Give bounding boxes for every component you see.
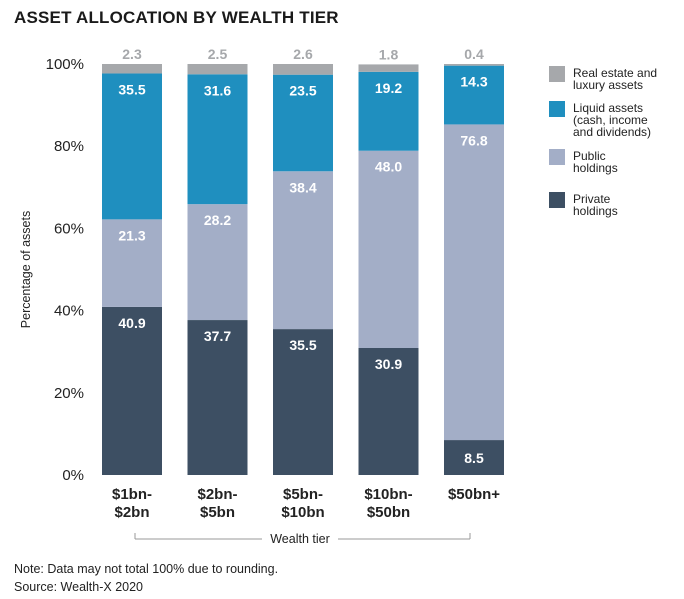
- y-tick-label: 80%: [54, 138, 84, 155]
- legend-label: (cash, income: [573, 113, 648, 127]
- bar-segment-2-1: [187, 74, 248, 205]
- bar-segment-1-2: [273, 171, 333, 330]
- x-category-label: $5bn: [200, 504, 235, 521]
- bar-segment-1-1: [187, 204, 248, 321]
- data-label: 2.5: [208, 46, 228, 62]
- data-label: 28.2: [204, 212, 231, 228]
- legend-label: Real estate and: [573, 66, 657, 80]
- legend-swatch: [549, 149, 565, 165]
- chart-title: ASSET ALLOCATION BY WEALTH TIER: [14, 8, 339, 27]
- data-label: 37.7: [204, 328, 231, 344]
- bar-segment-2-0: [102, 73, 162, 220]
- y-tick-label: 60%: [54, 220, 84, 237]
- legend-label: and dividends): [573, 125, 651, 139]
- data-label: 2.6: [293, 46, 313, 62]
- bar-segment-1-0: [102, 219, 162, 307]
- bar-segment-2-2: [273, 74, 333, 172]
- data-label: 19.2: [375, 80, 402, 96]
- legend-label: holdings: [573, 204, 618, 218]
- y-tick-label: 0%: [62, 467, 84, 484]
- bar-segment-1-3: [358, 150, 419, 349]
- x-category-label: $2bn: [114, 504, 149, 521]
- data-label: 35.5: [118, 81, 145, 97]
- x-axis-label: Wealth tier: [270, 532, 330, 546]
- data-label: 1.8: [379, 46, 399, 62]
- x-category-label: $2bn-: [197, 486, 237, 503]
- legend-swatch: [549, 66, 565, 82]
- data-label: 38.4: [289, 179, 316, 195]
- data-label: 0.4: [464, 46, 484, 62]
- data-label: 35.5: [289, 337, 316, 353]
- bar-segment-1-4: [444, 124, 504, 441]
- legend-swatch: [549, 101, 565, 117]
- bar-segment-3-0: [102, 64, 162, 74]
- y-tick-label: 100%: [46, 56, 84, 73]
- bar-segment-3-2: [273, 64, 333, 75]
- data-label: 30.9: [375, 356, 402, 372]
- bar-segment-3-1: [187, 64, 248, 75]
- legend-label: Private: [573, 192, 611, 206]
- data-label: 23.5: [289, 83, 316, 99]
- bar-segment-2-4: [444, 65, 504, 125]
- x-category-label: $10bn: [281, 504, 324, 521]
- legend-swatch: [549, 192, 565, 208]
- data-label: 76.8: [460, 132, 487, 148]
- bar-segment-0-0: [102, 306, 162, 475]
- bar-segment-3-3: [358, 64, 419, 72]
- data-label: 2.3: [122, 46, 142, 62]
- legend-label: luxury assets: [573, 78, 643, 92]
- data-label: 14.3: [460, 74, 487, 90]
- bar-segment-0-2: [273, 329, 333, 475]
- data-label: 40.9: [118, 315, 145, 331]
- bar-segment-0-4: [444, 440, 504, 475]
- x-category-label: $1bn-: [112, 486, 152, 503]
- data-label: 8.5: [464, 450, 484, 466]
- chart-note: Note: Data may not total 100% due to rou…: [14, 562, 279, 576]
- bar-segment-2-3: [358, 71, 419, 151]
- bar-segment-3-4: [444, 64, 504, 66]
- data-label: 31.6: [204, 82, 231, 98]
- y-axis-label: Percentage of assets: [19, 211, 33, 328]
- bar-segment-0-1: [187, 320, 248, 475]
- bar-segment-0-3: [358, 348, 419, 475]
- x-category-label: $5bn-: [283, 486, 323, 503]
- x-category-label: $50bn+: [448, 486, 500, 503]
- data-label: 48.0: [375, 159, 402, 175]
- chart-source: Source: Wealth-X 2020: [14, 580, 144, 594]
- y-tick-label: 20%: [54, 385, 84, 402]
- legend-label: Public: [573, 149, 606, 163]
- legend-label: Liquid assets: [573, 101, 643, 115]
- x-category-label: $50bn: [367, 504, 410, 521]
- x-category-label: $10bn-: [364, 486, 412, 503]
- data-label: 21.3: [118, 227, 145, 243]
- legend-label: holdings: [573, 161, 618, 175]
- y-tick-label: 40%: [54, 303, 84, 320]
